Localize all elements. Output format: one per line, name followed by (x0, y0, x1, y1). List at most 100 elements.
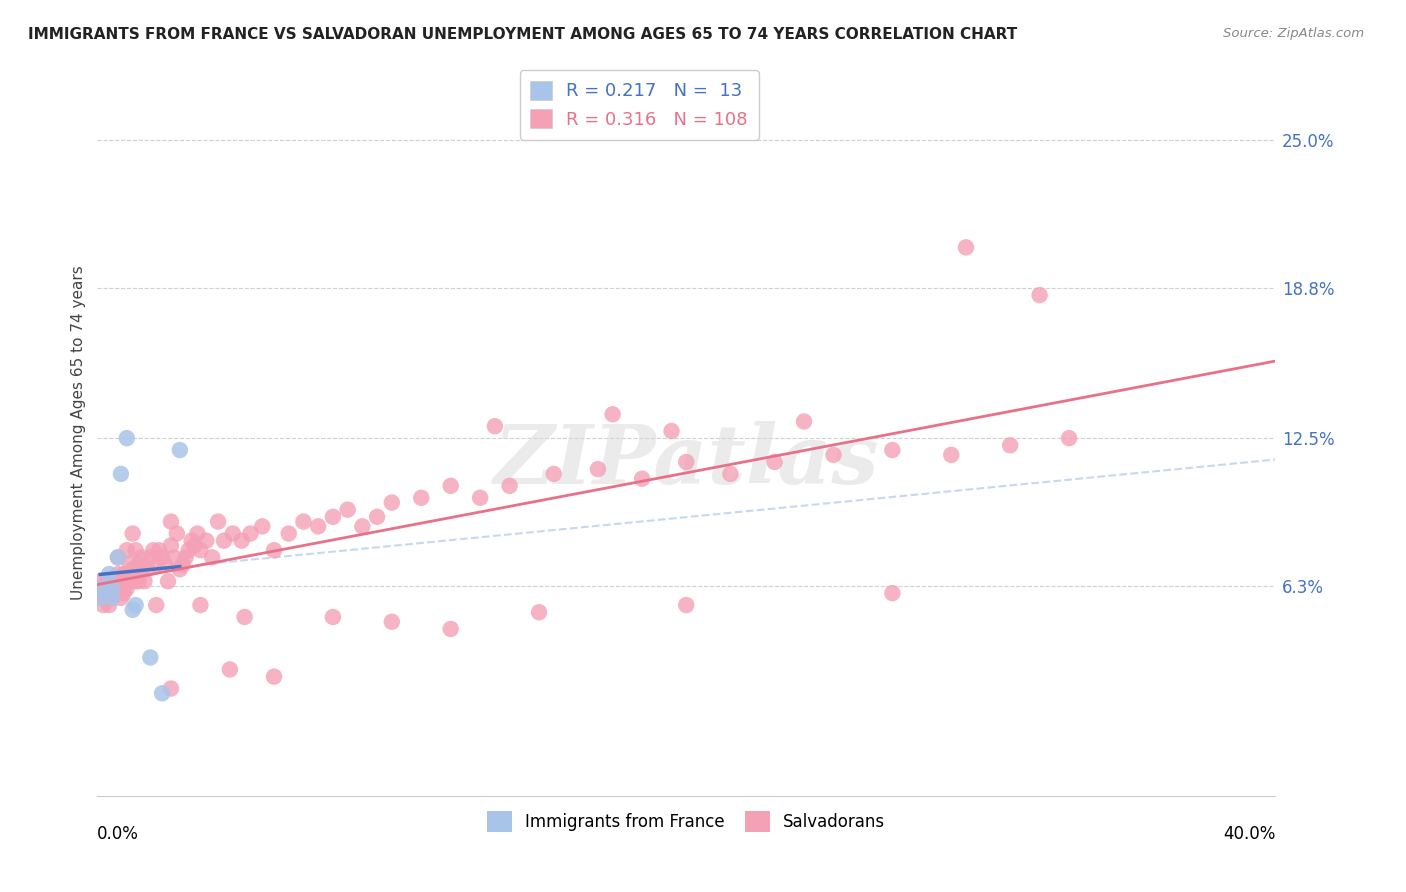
Point (118, 574, 141, 589)
Point (201, 550, 224, 565)
Point (98, 591, 121, 605)
Point (96, 591, 118, 605)
Point (136, 562, 159, 576)
Point (139, 650, 162, 665)
Point (142, 543, 165, 558)
Point (121, 562, 143, 576)
Point (218, 663, 240, 677)
Point (118, 558, 141, 572)
Point (186, 526, 208, 541)
Point (183, 538, 205, 552)
Point (104, 574, 127, 589)
Point (586, 462, 609, 476)
Text: IMMIGRANTS FROM FRANCE VS SALVADORAN UNEMPLOYMENT AMONG AGES 65 TO 74 YEARS CORR: IMMIGRANTS FROM FRANCE VS SALVADORAN UNE… (28, 27, 1018, 42)
Point (233, 610, 256, 624)
Point (322, 509, 344, 524)
Point (543, 467, 565, 481)
Point (239, 526, 262, 541)
Point (720, 467, 742, 481)
Point (468, 491, 491, 505)
Point (882, 443, 904, 458)
Point (131, 550, 153, 565)
Point (941, 448, 963, 462)
Point (277, 526, 299, 541)
Point (150, 686, 173, 700)
Text: Source: ZipAtlas.com: Source: ZipAtlas.com (1223, 27, 1364, 40)
Point (352, 519, 374, 533)
Point (955, 240, 977, 254)
Y-axis label: Unemployment Among Ages 65 to 74 years: Unemployment Among Ages 65 to 74 years (72, 265, 86, 599)
Point (96, 574, 118, 589)
Point (101, 579, 124, 593)
Point (160, 515, 183, 529)
Point (882, 586, 904, 600)
Point (101, 582, 124, 596)
Point (212, 533, 235, 548)
Point (131, 562, 153, 576)
Point (150, 550, 173, 565)
Point (661, 424, 683, 438)
Point (307, 519, 329, 533)
Point (145, 558, 167, 572)
Point (107, 550, 129, 565)
Point (124, 543, 146, 558)
Point (336, 502, 359, 516)
Point (440, 622, 463, 636)
Point (139, 550, 162, 565)
Point (763, 455, 786, 469)
Point (148, 543, 170, 558)
Point (112, 586, 135, 600)
Point (252, 519, 274, 533)
Point (134, 574, 156, 589)
Point (602, 407, 624, 421)
Point (115, 431, 138, 445)
Point (1057, 431, 1080, 445)
Point (96, 586, 118, 600)
Point (484, 419, 506, 434)
Point (381, 495, 404, 509)
Point (101, 591, 124, 605)
Point (174, 550, 197, 565)
Point (107, 550, 129, 565)
Point (172, 558, 194, 572)
Point (823, 448, 845, 462)
Point (160, 538, 183, 552)
Point (207, 515, 229, 529)
Legend: R = 0.217   N =  13, R = 0.316   N = 108: R = 0.217 N = 13, R = 0.316 N = 108 (520, 70, 759, 140)
Point (190, 598, 212, 612)
Point (263, 543, 285, 558)
Point (998, 438, 1021, 452)
Point (440, 479, 463, 493)
Point (163, 550, 186, 565)
Point (110, 467, 132, 481)
Point (195, 533, 218, 548)
Point (675, 598, 697, 612)
Point (96, 579, 118, 593)
Point (124, 598, 146, 612)
Point (157, 574, 180, 589)
Point (91, 598, 114, 612)
Point (160, 681, 183, 696)
Point (527, 605, 550, 619)
Point (180, 533, 202, 548)
Point (91, 586, 114, 600)
Point (222, 526, 245, 541)
Point (89, 586, 111, 600)
Text: 40.0%: 40.0% (1223, 825, 1275, 843)
Point (366, 509, 388, 524)
Point (153, 558, 176, 572)
Point (675, 455, 697, 469)
Point (381, 615, 404, 629)
Point (91, 579, 114, 593)
Point (98, 586, 121, 600)
Point (231, 533, 253, 548)
Point (110, 574, 132, 589)
Point (121, 603, 143, 617)
Point (631, 472, 654, 486)
Point (169, 562, 191, 576)
Text: ZIPatlas: ZIPatlas (494, 421, 879, 501)
Point (292, 515, 315, 529)
Point (128, 558, 150, 572)
Point (112, 567, 135, 582)
Point (121, 526, 143, 541)
